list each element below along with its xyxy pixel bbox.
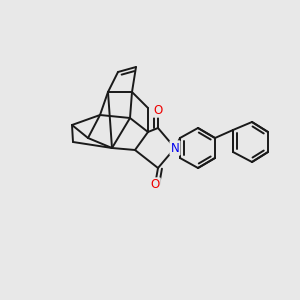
Text: N: N <box>171 142 179 154</box>
Text: O: O <box>150 178 160 191</box>
Text: O: O <box>153 103 163 116</box>
